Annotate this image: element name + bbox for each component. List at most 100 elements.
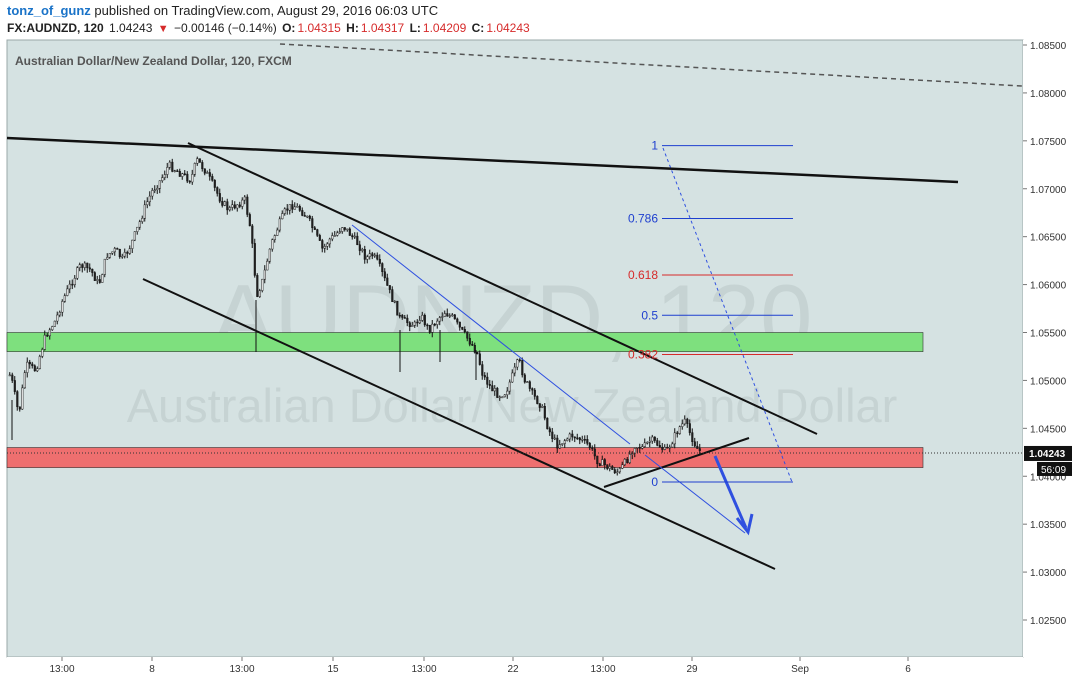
candle-up [373, 254, 376, 257]
candle-down [403, 317, 406, 319]
open-label: O: [282, 21, 296, 35]
candle-down [388, 285, 391, 290]
symbol-label[interactable]: FX:AUDNZD, 120 [7, 21, 104, 35]
candle-up [668, 446, 671, 449]
candle-down [171, 161, 174, 172]
candle-up [261, 278, 264, 291]
candle-down [693, 441, 696, 447]
candle-down [666, 446, 669, 449]
candle-up [441, 316, 444, 318]
author-link[interactable]: tonz_of_gunz [7, 3, 91, 18]
candle-down [118, 248, 121, 257]
candle-up [108, 253, 111, 258]
price-tick-label: 1.07500 [1030, 137, 1067, 148]
candle-up [228, 207, 231, 211]
candle-down [256, 275, 259, 297]
candle-down [538, 403, 541, 408]
candle-down [606, 464, 609, 469]
price-axis[interactable] [1023, 40, 1080, 657]
open-value: 1.04315 [297, 21, 341, 35]
candle-down [81, 264, 84, 268]
candle-down [371, 253, 374, 257]
low-value: 1.04209 [422, 21, 467, 35]
candle-down [186, 173, 189, 182]
candle-down [458, 321, 461, 328]
candle-down [588, 443, 591, 449]
candle-up [663, 446, 666, 450]
candle-up [66, 288, 69, 296]
time-tick-label: 13:00 [229, 664, 254, 675]
candle-down [383, 271, 386, 279]
candle-up [566, 438, 569, 441]
candle-down [691, 432, 694, 442]
candle-down [348, 228, 351, 236]
candle-up [173, 170, 176, 172]
drawings-layer [6, 43, 1023, 570]
candle-down [653, 436, 656, 441]
candle-up [581, 439, 584, 441]
candle-up [148, 195, 151, 203]
candle-down [468, 337, 471, 345]
candle-up [158, 180, 161, 189]
fib-level-label: 0.5 [641, 308, 658, 322]
candle-down [496, 388, 499, 398]
candle-down [343, 227, 346, 230]
time-tick-label: 22 [507, 664, 519, 675]
watermark-symbol: AUDNZD, 120 [212, 265, 813, 370]
candle-down [126, 252, 129, 254]
time-axis[interactable] [7, 657, 1023, 683]
candles-layer [8, 156, 701, 476]
candle-down [33, 365, 36, 372]
candle-up [241, 199, 244, 207]
time-tick-label: 15 [327, 664, 339, 675]
price-tick-label: 1.05500 [1030, 329, 1067, 340]
candle-up [223, 201, 226, 206]
price-tick-label: 1.06500 [1030, 233, 1067, 244]
candle-up [368, 253, 371, 257]
channel-upper-line [187, 142, 818, 435]
candle-down [398, 314, 401, 317]
candle-up [266, 260, 269, 271]
candle-up [683, 418, 686, 425]
candle-down [226, 201, 229, 211]
time-tick-label: 13:00 [49, 664, 74, 675]
watermark: AUDNZD, 120 Australian Dollar/New Zealan… [127, 265, 898, 432]
candle-down [313, 227, 316, 230]
candle-up [366, 256, 369, 260]
candle-down [13, 380, 16, 392]
low-label: L: [409, 21, 421, 35]
candle-up [338, 231, 341, 234]
candle-down [396, 300, 399, 316]
candle-up [48, 329, 51, 337]
candle-up [83, 262, 86, 268]
candle-down [376, 254, 379, 260]
price-tick-label: 1.04000 [1030, 472, 1067, 483]
candle-down [626, 458, 629, 463]
candle-up [306, 215, 309, 218]
candle-up [553, 437, 556, 440]
countdown-label: 56:09 [1041, 465, 1066, 476]
candle-down [18, 406, 21, 410]
candle-up [206, 172, 209, 174]
projection-arrow [713, 455, 748, 529]
candle-up [498, 396, 501, 399]
fib-retracement[interactable]: 1 0.786 0.618 0.5 0.382 0 [628, 139, 793, 489]
time-tick-label: 13:00 [590, 664, 615, 675]
candle-down [483, 375, 486, 378]
candle-up [231, 204, 234, 208]
candle-down [301, 210, 304, 216]
time-tick-label: Sep [791, 664, 809, 675]
candle-up [278, 218, 281, 231]
candle-down [686, 418, 689, 424]
price-tick-label: 1.08500 [1030, 41, 1067, 52]
candle-down [573, 436, 576, 439]
dashed-trendline [279, 43, 1023, 87]
candle-down [466, 331, 469, 339]
candle-up [628, 453, 631, 463]
candle-down [46, 334, 49, 337]
candle-up [648, 440, 651, 443]
candle-up [353, 235, 356, 238]
candle-down [591, 447, 594, 450]
candle-up [43, 334, 46, 350]
